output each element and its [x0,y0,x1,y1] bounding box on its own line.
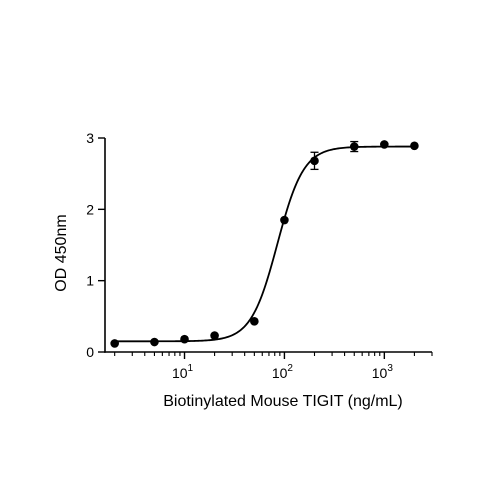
data-point [280,215,289,225]
y-tick-label-3: 3 [86,130,94,146]
x-axis-title: Biotinylated Mouse TIGIT (ng/mL) [163,393,403,410]
data-point [110,339,119,348]
data-point [349,142,359,151]
fit-curve [114,145,415,343]
x-tick-label-1: 101 [172,363,194,381]
data-points-layer [110,140,419,348]
data-point [380,140,389,149]
ticks: 0 1 2 3 101 102 103 [86,130,433,381]
x-tick-label-3: 103 [372,363,394,381]
y-tick-label-2: 2 [86,201,94,217]
data-point [150,337,159,347]
data-point [410,141,419,151]
data-point [310,156,319,166]
y-axis-title: OD 450nm [53,214,70,291]
data-point [250,317,259,326]
y-tick-label-1: 1 [86,273,94,289]
fit-curve-layer [114,145,415,343]
x-tick-label-2: 102 [272,363,294,381]
data-point [180,334,189,344]
data-point [210,331,219,340]
y-tick-label-0: 0 [86,344,94,360]
axes [104,138,432,353]
